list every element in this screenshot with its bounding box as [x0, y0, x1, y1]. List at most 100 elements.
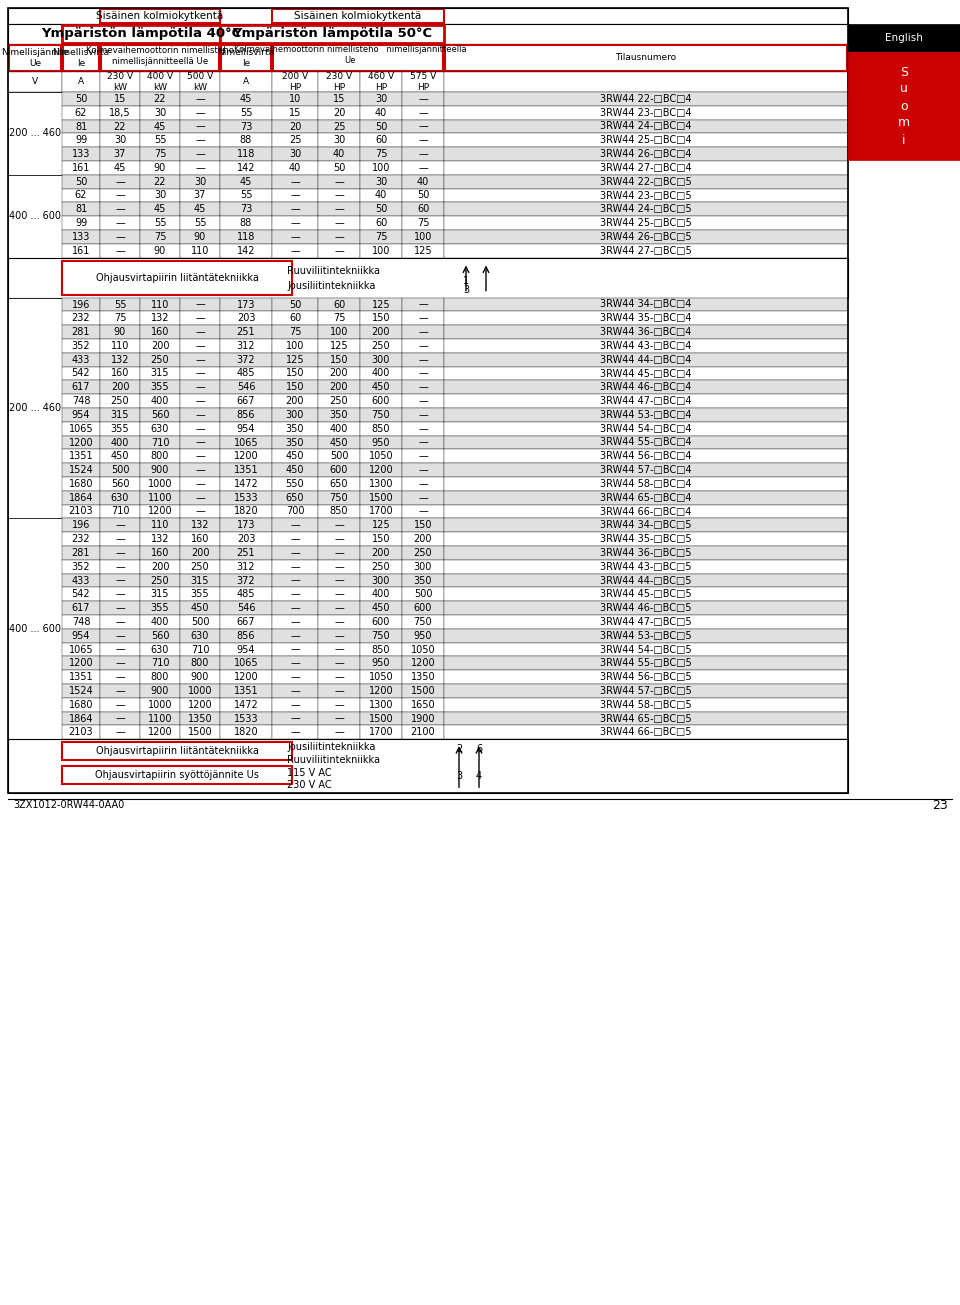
- Bar: [318, 244, 360, 257]
- Text: 3RW44 23-□BC□4: 3RW44 23-□BC□4: [600, 108, 692, 117]
- Bar: [220, 602, 272, 615]
- Bar: [180, 711, 220, 726]
- Bar: [140, 133, 180, 147]
- Text: 350: 350: [286, 424, 304, 433]
- Text: 40: 40: [417, 176, 429, 187]
- Bar: [140, 449, 180, 463]
- Text: 1524: 1524: [68, 686, 93, 696]
- Text: 1524: 1524: [68, 465, 93, 475]
- Bar: [140, 312, 180, 325]
- Text: 230 V AC: 230 V AC: [287, 779, 331, 790]
- Text: 315: 315: [191, 576, 209, 586]
- Bar: [140, 656, 180, 671]
- Text: 75: 75: [289, 328, 301, 337]
- Bar: [62, 684, 100, 698]
- Text: —: —: [290, 534, 300, 544]
- Text: —: —: [419, 437, 428, 448]
- Text: 250: 250: [414, 548, 432, 559]
- Bar: [444, 91, 848, 106]
- Bar: [140, 408, 180, 422]
- Text: 600: 600: [330, 465, 348, 475]
- Text: —: —: [290, 658, 300, 668]
- Text: —: —: [115, 686, 125, 696]
- Bar: [62, 726, 100, 739]
- Bar: [444, 175, 848, 189]
- Text: 23: 23: [932, 799, 948, 812]
- Text: 50: 50: [374, 121, 387, 132]
- Text: 160: 160: [110, 368, 130, 378]
- Bar: [318, 408, 360, 422]
- Text: 250: 250: [372, 561, 391, 572]
- Text: 251: 251: [237, 328, 255, 337]
- Text: 1900: 1900: [411, 714, 435, 723]
- Bar: [180, 72, 220, 91]
- Text: —: —: [419, 149, 428, 159]
- Bar: [220, 545, 272, 560]
- Bar: [402, 436, 444, 449]
- Text: 748: 748: [72, 397, 90, 406]
- Bar: [318, 463, 360, 478]
- Bar: [318, 72, 360, 91]
- Bar: [62, 339, 100, 352]
- Text: 355: 355: [110, 424, 130, 433]
- Text: —: —: [195, 493, 204, 502]
- Bar: [180, 587, 220, 602]
- Bar: [444, 463, 848, 478]
- Text: 1300: 1300: [369, 479, 394, 489]
- Text: A: A: [78, 77, 84, 86]
- Text: 1065: 1065: [69, 645, 93, 655]
- Text: —: —: [334, 245, 344, 256]
- Bar: [444, 72, 848, 91]
- Bar: [100, 449, 140, 463]
- Text: 3RW44 25-□BC□4: 3RW44 25-□BC□4: [600, 136, 692, 145]
- Bar: [444, 394, 848, 408]
- Text: —: —: [290, 176, 300, 187]
- Bar: [402, 394, 444, 408]
- Text: —: —: [290, 548, 300, 559]
- Bar: [62, 478, 100, 491]
- Text: 1065: 1065: [233, 437, 258, 448]
- Text: 200 V
HP: 200 V HP: [282, 72, 308, 93]
- Text: 3RW44 45-□BC□4: 3RW44 45-□BC□4: [600, 368, 692, 378]
- Bar: [100, 352, 140, 367]
- Bar: [444, 505, 848, 518]
- Text: 55: 55: [154, 136, 166, 145]
- Text: 954: 954: [72, 410, 90, 420]
- Text: 450: 450: [191, 603, 209, 613]
- Text: 3RW44 36-□BC□4: 3RW44 36-□BC□4: [600, 328, 692, 337]
- Text: 62: 62: [75, 108, 87, 117]
- Text: —: —: [419, 382, 428, 393]
- Bar: [318, 217, 360, 230]
- Text: 90: 90: [154, 245, 166, 256]
- Text: 800: 800: [151, 672, 169, 683]
- Text: 450: 450: [372, 382, 391, 393]
- Text: 850: 850: [329, 506, 348, 517]
- Bar: [140, 352, 180, 367]
- Bar: [272, 574, 318, 587]
- Bar: [360, 133, 402, 147]
- Text: 22: 22: [113, 121, 127, 132]
- Text: Nimellisvirta
Ie: Nimellisvirta Ie: [217, 48, 275, 68]
- Bar: [360, 298, 402, 312]
- Bar: [100, 615, 140, 629]
- Bar: [318, 518, 360, 532]
- Bar: [62, 325, 100, 339]
- Text: 30: 30: [374, 176, 387, 187]
- Text: 560: 560: [151, 630, 169, 641]
- Text: 667: 667: [237, 397, 255, 406]
- Bar: [318, 684, 360, 698]
- Bar: [62, 532, 100, 545]
- Text: 250: 250: [151, 355, 169, 364]
- Bar: [180, 656, 220, 671]
- Text: 196: 196: [72, 521, 90, 530]
- Text: 110: 110: [110, 341, 130, 351]
- Text: —: —: [290, 590, 300, 599]
- Bar: [180, 726, 220, 739]
- Text: 1350: 1350: [188, 714, 212, 723]
- Text: —: —: [195, 368, 204, 378]
- Bar: [180, 545, 220, 560]
- Text: 542: 542: [72, 590, 90, 599]
- Bar: [402, 602, 444, 615]
- Text: —: —: [195, 108, 204, 117]
- Text: 1500: 1500: [369, 493, 394, 502]
